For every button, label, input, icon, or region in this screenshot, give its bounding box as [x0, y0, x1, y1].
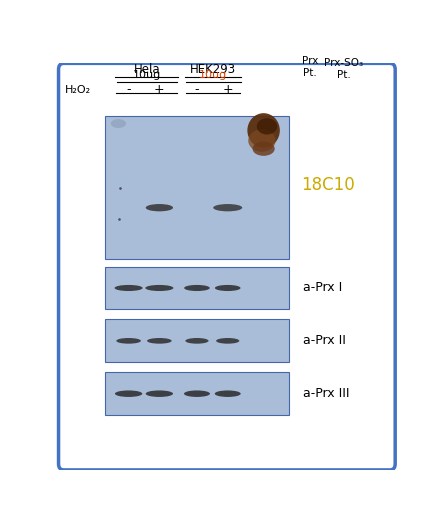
Ellipse shape — [216, 338, 239, 344]
Ellipse shape — [185, 338, 209, 344]
Ellipse shape — [213, 204, 242, 211]
Ellipse shape — [146, 285, 173, 291]
Ellipse shape — [116, 338, 141, 344]
Ellipse shape — [253, 142, 275, 156]
FancyBboxPatch shape — [59, 63, 395, 470]
Text: 10ug: 10ug — [133, 70, 161, 80]
Bar — [105, 116, 289, 259]
Text: a-Prx III: a-Prx III — [303, 387, 349, 400]
Ellipse shape — [115, 285, 142, 291]
Text: +: + — [222, 83, 233, 96]
Ellipse shape — [184, 390, 210, 397]
Text: +: + — [154, 83, 164, 96]
Text: Prx-SO₃
Pt.: Prx-SO₃ Pt. — [325, 58, 363, 80]
Ellipse shape — [146, 390, 173, 397]
Text: H₂O₂: H₂O₂ — [65, 85, 91, 95]
Bar — [105, 372, 289, 415]
Ellipse shape — [247, 113, 280, 148]
Ellipse shape — [215, 390, 241, 397]
Text: -: - — [195, 83, 199, 96]
Ellipse shape — [215, 285, 240, 291]
Ellipse shape — [248, 129, 276, 152]
Bar — [105, 319, 289, 362]
Text: HEK293: HEK293 — [190, 62, 236, 76]
Text: a-Prx I: a-Prx I — [303, 281, 342, 295]
Ellipse shape — [146, 204, 173, 211]
Text: a-Prx II: a-Prx II — [303, 334, 346, 347]
Text: Prx
Pt.: Prx Pt. — [302, 56, 318, 78]
Text: -: - — [127, 83, 131, 96]
Ellipse shape — [147, 338, 172, 344]
Ellipse shape — [184, 285, 210, 291]
Bar — [105, 267, 289, 309]
Text: Hela: Hela — [134, 62, 160, 76]
Text: 18C10: 18C10 — [301, 176, 355, 194]
Ellipse shape — [115, 390, 142, 397]
Ellipse shape — [257, 118, 277, 135]
Text: 10ug: 10ug — [199, 70, 227, 80]
Ellipse shape — [111, 119, 126, 128]
